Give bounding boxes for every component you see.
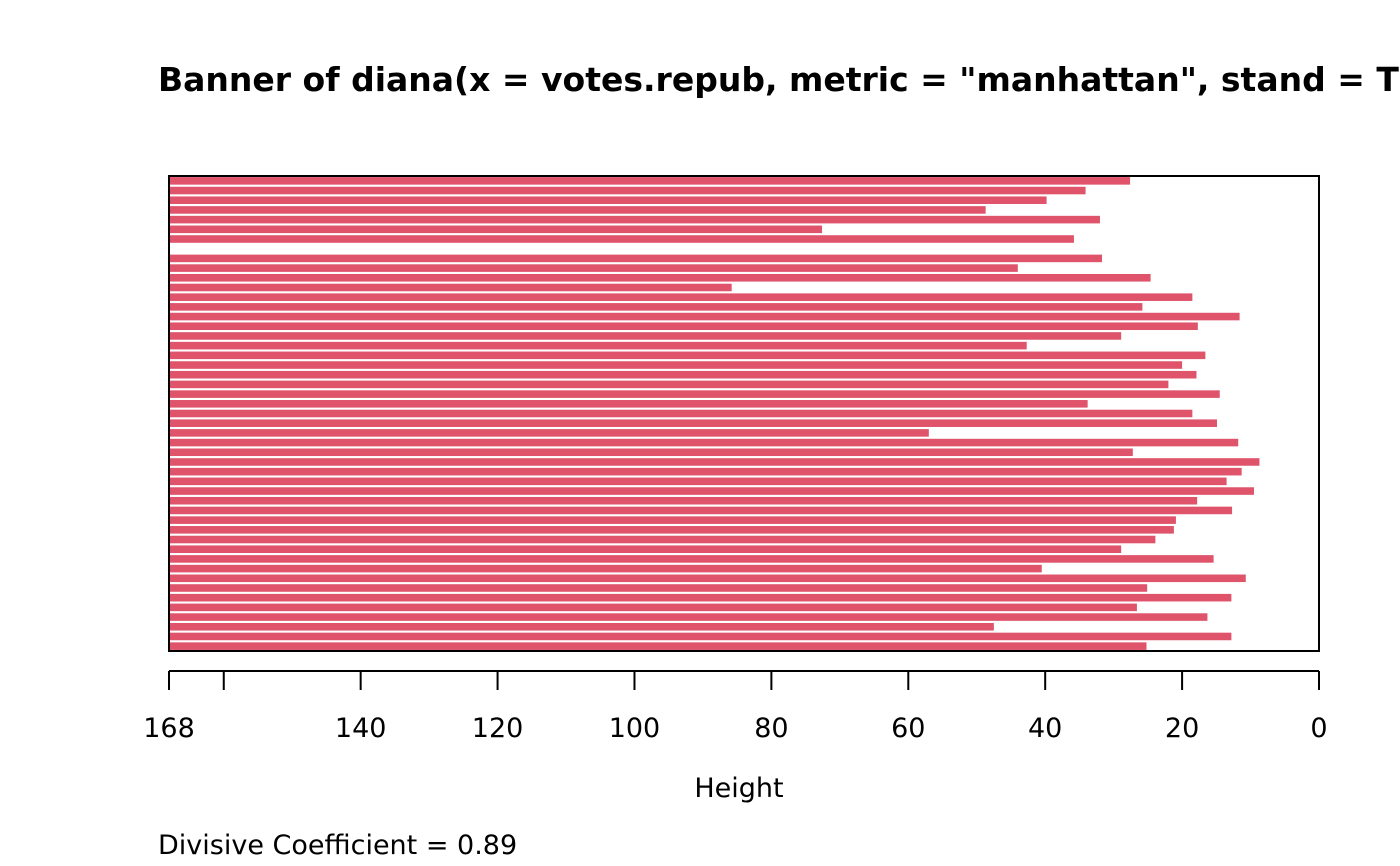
banner-bar [169,361,1183,369]
banner-bar [169,584,1148,592]
banner-bar [169,613,1208,621]
banner-bar [169,564,1042,573]
banner-bar [169,186,1086,195]
x-tick-label: 40 [1028,713,1062,744]
banner-bar [169,196,1047,205]
banner-bar [169,370,1197,379]
banner-bar [169,438,1239,447]
banner-bar [169,206,986,214]
banner-bar [169,487,1254,495]
banner-bar [169,225,823,234]
x-axis-title: Height [694,773,783,804]
banner-bar [169,341,1027,350]
x-tick-label: 80 [754,713,788,744]
banner-bar [169,506,1233,515]
banner-bar [169,332,1122,340]
chart-title: Banner of diana(x = votes.repub, metric … [158,60,1399,99]
banner-bar [169,632,1232,641]
banner-bar [169,264,1018,272]
banner-bar [169,429,929,437]
banner-bar [169,603,1137,612]
banner-bar [169,390,1220,398]
banner-bar [169,293,1193,301]
x-tick-label: 0 [1310,713,1327,744]
banner-bar [169,545,1122,553]
banner-bars [169,177,1260,650]
banner-bar [169,177,1131,185]
banner-bar [169,235,1074,243]
banner-bar [169,642,1147,650]
x-tick-label: 120 [472,713,524,744]
x-axis: 168 140 120 100 80 60 40 20 0 [143,670,1328,744]
banner-bar [169,380,1169,389]
banner-bar [169,351,1206,360]
banner-bar [169,322,1198,331]
banner-bar [169,574,1246,583]
banner-bar [169,215,1100,224]
banner-bar [169,593,1232,602]
banner-bar [169,535,1156,544]
x-tick-label: 140 [335,713,387,744]
banner-bar [169,516,1176,524]
banner-bar [169,409,1193,418]
banner-bar [169,496,1198,505]
banner-bar [169,274,1151,282]
plot-frame [168,175,1320,652]
banner-bar [169,419,1218,427]
divisive-coefficient: Divisive Coefficient = 0.89 [158,830,517,861]
x-tick-label: 60 [891,713,925,744]
banner-bar [169,526,1174,534]
x-tick-label: 100 [609,713,661,744]
x-tick-label: 20 [1165,713,1199,744]
banner-bar [169,283,732,292]
banner-bar [169,254,1103,263]
banner-bar [169,303,1143,311]
banner-bar [169,448,1133,457]
banner-bar [169,477,1227,486]
banner-bar [169,467,1242,476]
banner-bar [169,555,1214,563]
banner-bar [169,622,994,631]
banner-bar [169,312,1240,321]
banner-bar [169,458,1260,466]
banner-bar [169,400,1088,408]
x-tick-label: 168 [143,713,195,744]
